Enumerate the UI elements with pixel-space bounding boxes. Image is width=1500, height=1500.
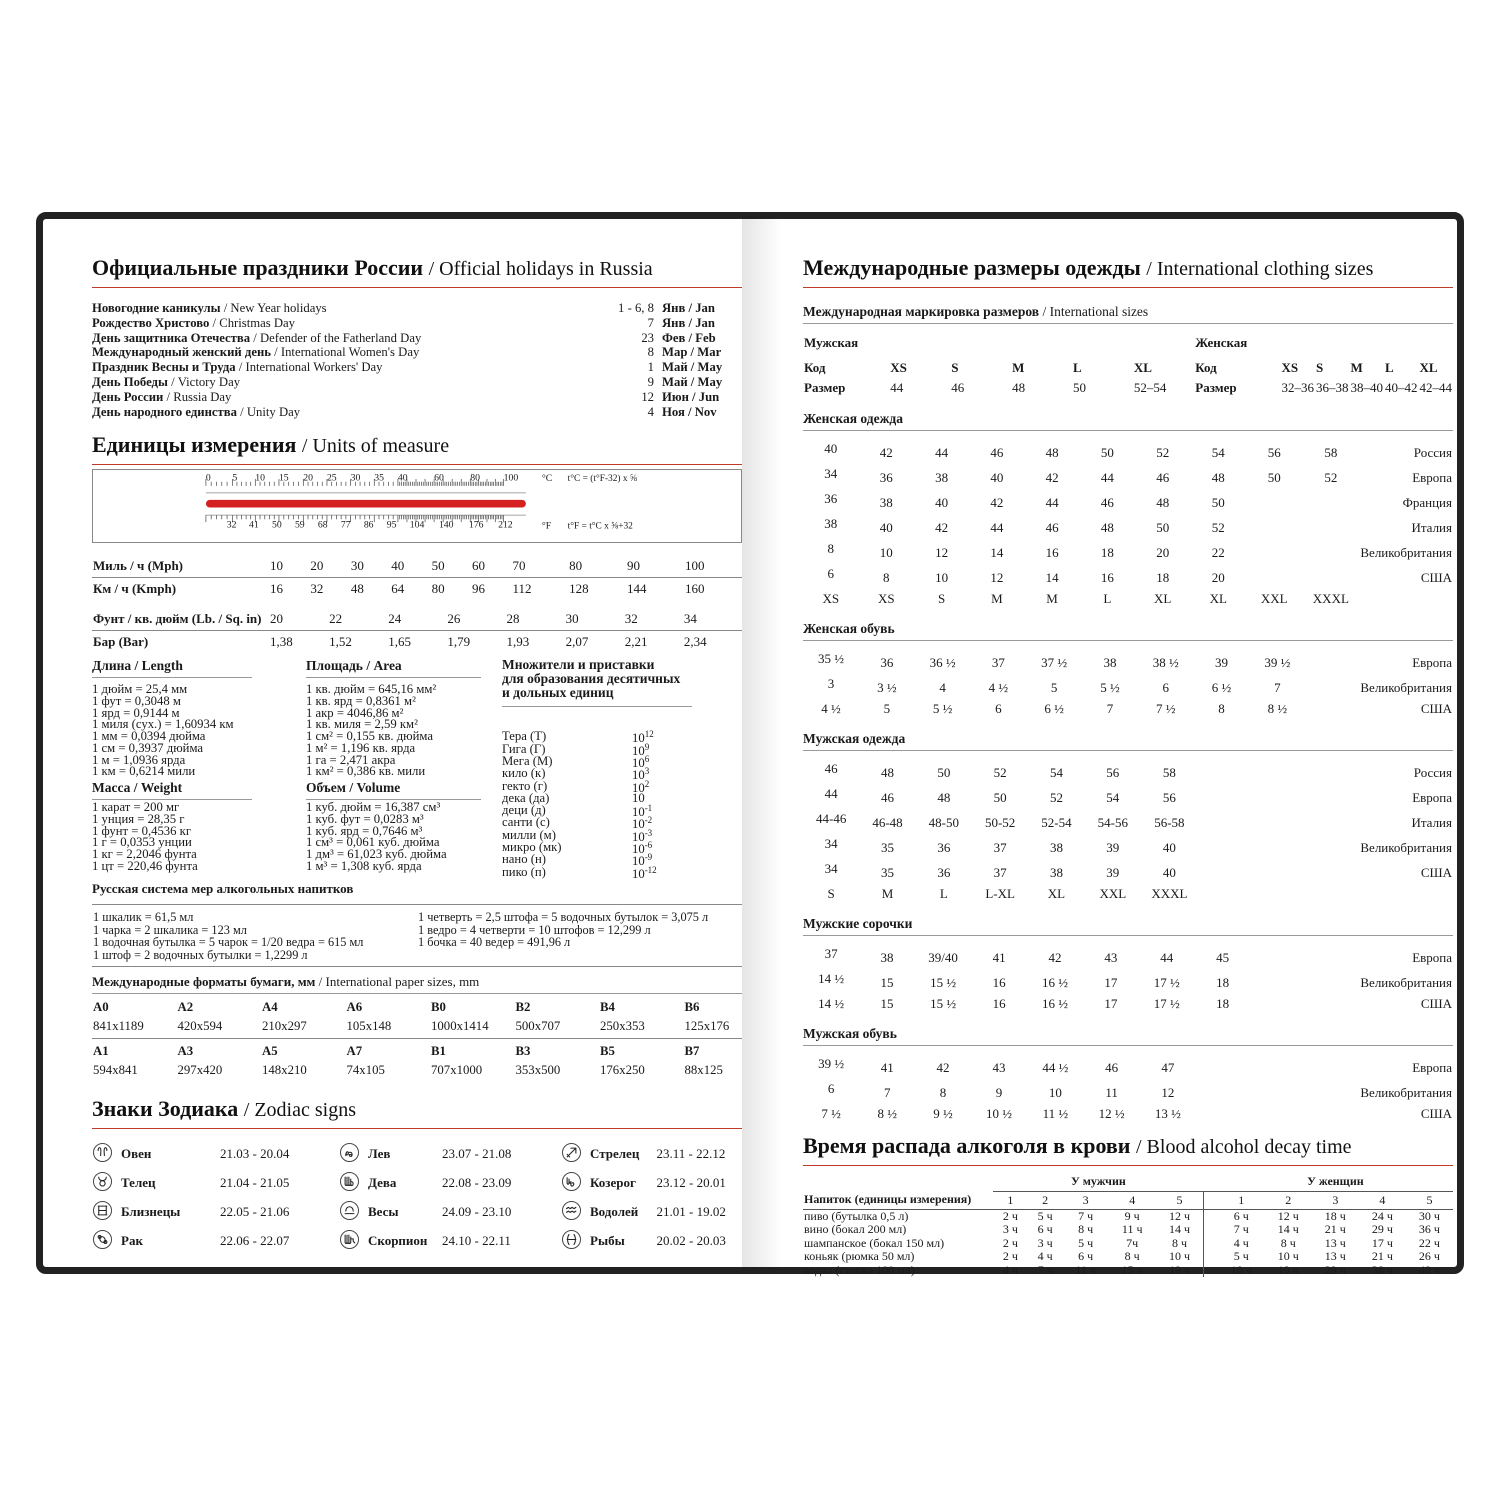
svg-text:20: 20	[303, 473, 313, 484]
svg-text:140: 140	[439, 520, 454, 531]
svg-text:10: 10	[255, 473, 265, 484]
svg-text:15: 15	[279, 473, 289, 484]
svg-text:176: 176	[469, 520, 484, 531]
svg-text:40: 40	[398, 473, 408, 484]
svg-text:100: 100	[504, 473, 519, 484]
svg-text:0: 0	[206, 473, 211, 484]
svg-text:32: 32	[227, 520, 237, 531]
svg-text:5: 5	[232, 473, 237, 484]
svg-text:59: 59	[295, 520, 305, 531]
svg-text:25: 25	[327, 473, 337, 484]
svg-text:86: 86	[364, 520, 374, 531]
svg-text:77: 77	[341, 520, 351, 531]
svg-text:60: 60	[434, 473, 444, 484]
svg-text:30: 30	[351, 473, 361, 484]
svg-text:t°F = t°C x ⅝+32: t°F = t°C x ⅝+32	[568, 521, 634, 532]
svg-text:41: 41	[249, 520, 259, 531]
svg-text:35: 35	[374, 473, 384, 484]
svg-text:104: 104	[410, 520, 425, 531]
svg-text:68: 68	[318, 520, 328, 531]
svg-text:50: 50	[272, 520, 282, 531]
svg-text:°F: °F	[542, 521, 552, 532]
svg-text:212: 212	[498, 520, 513, 531]
svg-text:°C: °C	[542, 473, 552, 484]
svg-text:t°C = (t°F-32) x ⅝: t°C = (t°F-32) x ⅝	[568, 473, 637, 484]
svg-text:95: 95	[387, 520, 397, 531]
